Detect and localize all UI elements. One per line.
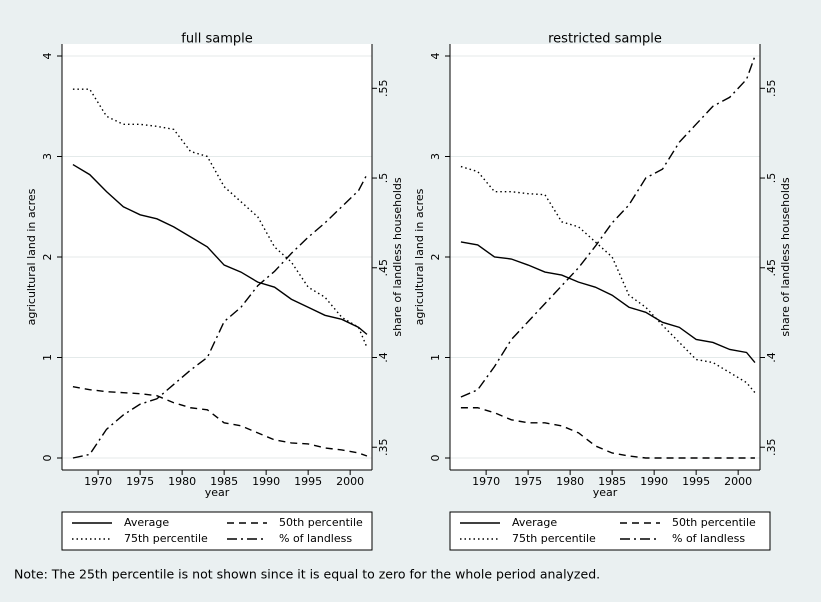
- y2-tick-label: .4: [377, 352, 390, 363]
- y2-tick-label: .5: [765, 173, 778, 184]
- y2-tick-label: .5: [377, 173, 390, 184]
- y-tick-label: 1: [41, 354, 54, 361]
- y-axis-label: agricultural land in acres: [25, 188, 38, 325]
- y2-axis-label: share of landless households: [391, 177, 404, 337]
- y-tick-label: 3: [429, 153, 442, 160]
- legend-label: Average: [124, 516, 169, 529]
- chart-title: full sample: [181, 32, 252, 47]
- x-axis-label: year: [205, 486, 230, 499]
- x-tick-label: 1975: [514, 475, 542, 488]
- y2-tick-label: .45: [765, 259, 778, 277]
- series-line: [460, 55, 756, 398]
- series-line: [72, 385, 368, 457]
- x-axis-label: year: [593, 486, 618, 499]
- y2-tick-label: .55: [377, 80, 390, 98]
- x-tick-label: 1975: [126, 475, 154, 488]
- y-tick-label: 2: [41, 254, 54, 261]
- y2-tick-label: .35: [377, 438, 390, 456]
- x-tick-label: 1980: [556, 475, 584, 488]
- note: Note: The 25th percentile is not shown s…: [14, 567, 600, 582]
- legend-label: 50th percentile: [672, 516, 756, 529]
- y2-tick-label: .4: [765, 352, 778, 363]
- y-tick-label: 0: [429, 455, 442, 462]
- series-line: [460, 407, 755, 459]
- y2-tick-label: .45: [377, 259, 390, 277]
- chart-title: restricted sample: [548, 32, 662, 47]
- y-tick-label: 4: [429, 53, 442, 60]
- y2-tick-label: .35: [765, 438, 778, 456]
- x-tick-label: 1985: [210, 475, 238, 488]
- series-line: [72, 163, 368, 335]
- y-tick-label: 4: [41, 53, 54, 60]
- x-tick-label: 2000: [336, 475, 364, 488]
- x-tick-label: 1990: [640, 475, 668, 488]
- legend-box: [449, 511, 771, 551]
- y-tick-label: 1: [429, 354, 442, 361]
- legend-box: [61, 511, 373, 551]
- legend-label: 75th percentile: [512, 532, 596, 545]
- legend-label: 50th percentile: [279, 516, 363, 529]
- y-tick-label: 0: [41, 455, 54, 462]
- y-tick-label: 3: [41, 153, 54, 160]
- x-tick-label: 1990: [252, 475, 280, 488]
- y2-tick-label: .55: [765, 80, 778, 98]
- x-tick-label: 2000: [724, 475, 752, 488]
- y-axis-label: agricultural land in acres: [413, 188, 426, 325]
- y2-axis-label: share of landless households: [779, 177, 792, 337]
- legend-label: % of landless: [672, 532, 745, 545]
- x-tick-label: 1970: [84, 475, 112, 488]
- y-tick-label: 2: [429, 254, 442, 261]
- x-tick-label: 1995: [682, 475, 710, 488]
- legend-label: 75th percentile: [124, 532, 208, 545]
- x-tick-label: 1980: [168, 475, 196, 488]
- legend-label: Average: [512, 516, 557, 529]
- x-tick-label: 1970: [472, 475, 500, 488]
- series-line: [460, 241, 756, 363]
- legend-label: % of landless: [279, 532, 352, 545]
- x-tick-label: 1985: [598, 475, 626, 488]
- series-line: [72, 174, 368, 459]
- x-tick-label: 1995: [294, 475, 322, 488]
